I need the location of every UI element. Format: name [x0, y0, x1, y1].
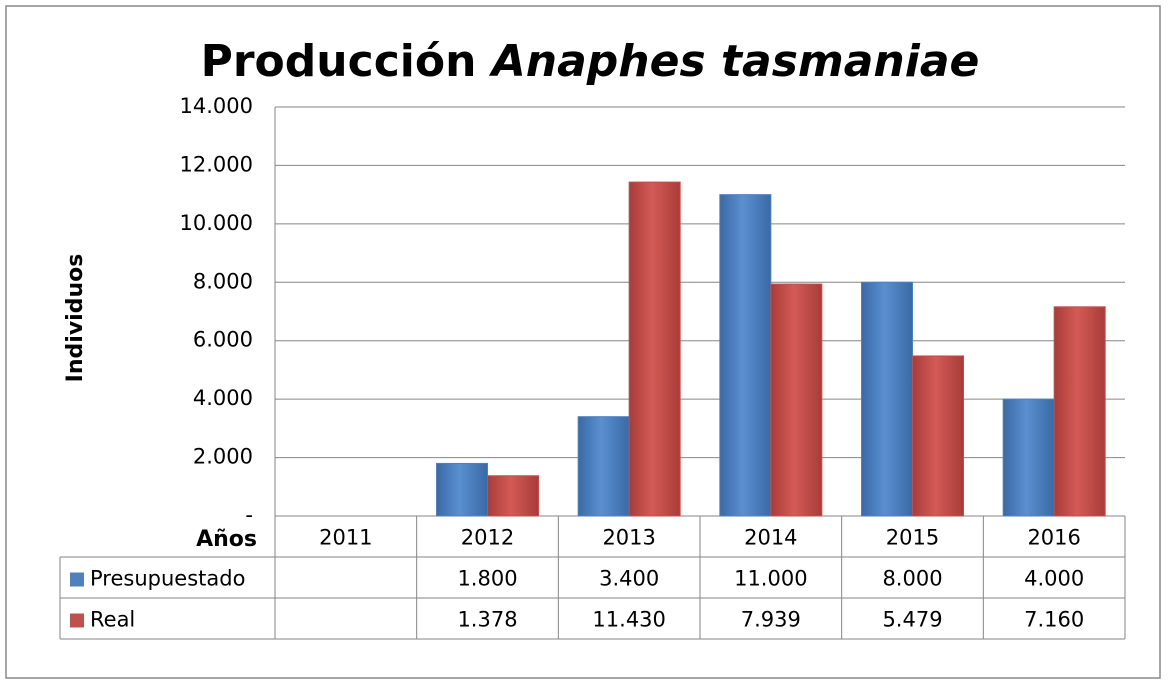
title-part: Anaphes tasmaniae — [489, 36, 980, 87]
y-tick-label: - — [245, 503, 253, 527]
x-tick-label: 2015 — [886, 526, 939, 550]
table-value: 3.400 — [599, 567, 659, 591]
y-tick-label: 12.000 — [180, 152, 253, 176]
x-tick-label: 2012 — [461, 526, 514, 550]
table-value: 7.160 — [1024, 608, 1084, 632]
y-axis-label: Individuos — [63, 254, 88, 383]
table-value: 7.939 — [741, 608, 801, 632]
table-value: 1.378 — [457, 608, 517, 632]
bar — [912, 355, 964, 517]
table-header: Años — [196, 527, 257, 552]
table-value: 11.000 — [734, 567, 807, 591]
bar — [487, 475, 539, 517]
y-tick-label: 2.000 — [193, 445, 253, 469]
x-tick-label: 2014 — [744, 526, 797, 550]
table-value: 8.000 — [882, 567, 942, 591]
bar — [628, 181, 681, 517]
y-tick-label: 4.000 — [193, 386, 253, 410]
bar — [861, 281, 913, 517]
legend-swatch — [70, 613, 84, 628]
bar — [1053, 306, 1106, 517]
x-tick-label: 2016 — [1027, 526, 1080, 550]
table-value: 5.479 — [882, 608, 942, 632]
y-tick-label: 6.000 — [193, 328, 253, 352]
chart-title: Producción Anaphes tasmaniae — [201, 36, 980, 87]
x-tick-label: 2011 — [319, 526, 372, 550]
table-value: 1.800 — [457, 567, 517, 591]
bar — [577, 416, 630, 517]
bar — [436, 462, 488, 517]
bar — [770, 283, 823, 517]
x-tick-label: 2013 — [602, 526, 655, 550]
y-tick-label: 8.000 — [193, 269, 253, 293]
chart-border — [5, 5, 1161, 679]
y-tick-label: 10.000 — [180, 211, 253, 235]
legend-label: Presupuestado — [90, 567, 245, 591]
table-value: 4.000 — [1024, 567, 1084, 591]
y-tick-label: 14.000 — [180, 94, 253, 118]
bar — [719, 194, 772, 517]
legend-swatch — [70, 572, 84, 587]
legend-label: Real — [90, 608, 135, 632]
table-value: 11.430 — [592, 608, 665, 632]
bar — [1002, 398, 1055, 517]
title-part: Producción — [201, 36, 477, 87]
